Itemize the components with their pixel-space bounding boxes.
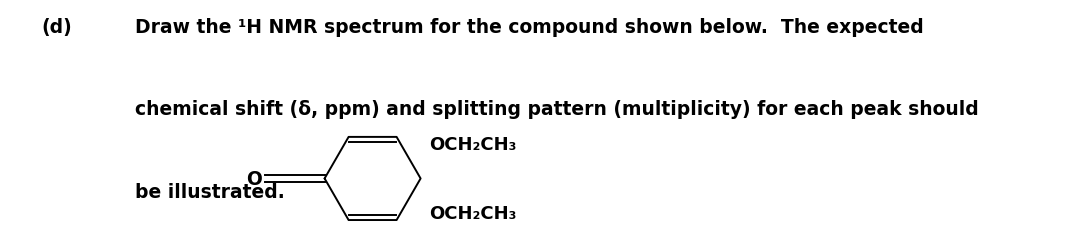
Text: Draw the ¹H NMR spectrum for the compound shown below.  The expected: Draw the ¹H NMR spectrum for the compoun…: [135, 18, 923, 36]
Text: be illustrated.: be illustrated.: [135, 182, 285, 202]
Text: OCH₂CH₃: OCH₂CH₃: [429, 204, 516, 222]
Text: chemical shift (δ, ppm) and splitting pattern (multiplicity) for each peak shoul: chemical shift (δ, ppm) and splitting pa…: [135, 100, 978, 119]
Text: O: O: [246, 169, 262, 188]
Text: OCH₂CH₃: OCH₂CH₃: [429, 136, 516, 154]
Text: (d): (d): [41, 18, 71, 36]
